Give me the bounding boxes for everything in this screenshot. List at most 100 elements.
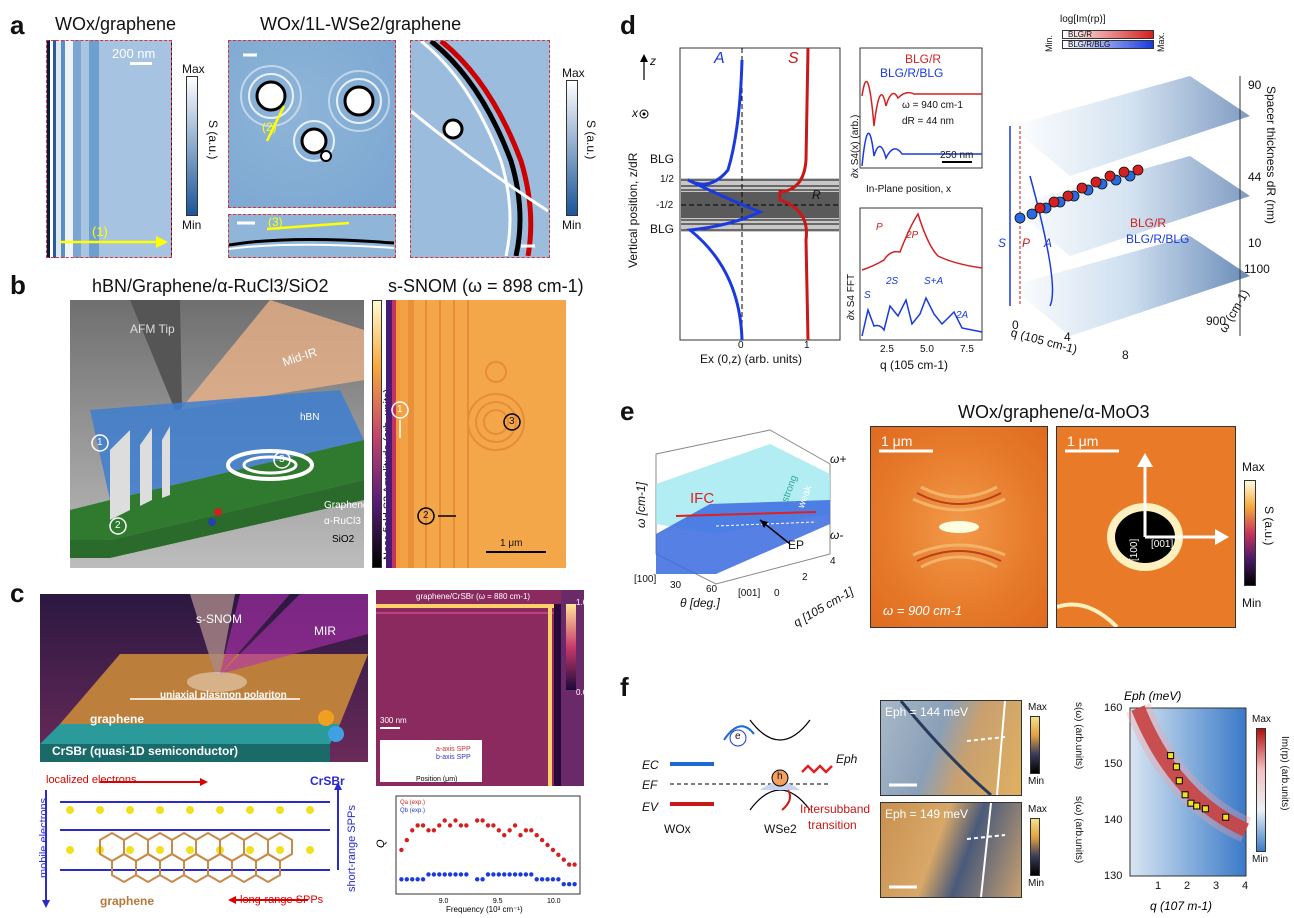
chart-c-point-1-8 xyxy=(442,872,447,877)
rucl-label: α-RuCl3 xyxy=(324,516,361,527)
chart-c-point-0-30 xyxy=(566,862,572,867)
e-axis-001: [001] xyxy=(1151,539,1174,550)
f-ev: EV xyxy=(642,800,659,814)
marker-1: (1) xyxy=(92,224,108,239)
d-3d-S: S xyxy=(998,236,1007,250)
marker-3: (3) xyxy=(268,215,283,229)
d-tick-44: 44 xyxy=(1248,170,1262,184)
chart-c-point-0-21 xyxy=(518,833,523,838)
chart-c-point-1-17 xyxy=(496,872,502,877)
chart-c-point-1-25 xyxy=(539,877,545,882)
chart-c-point-0-10 xyxy=(453,818,458,823)
chart-f-ylabel: Eph (meV) xyxy=(1124,689,1181,703)
d-q-xlabel: q (105 cm-1) xyxy=(880,358,949,372)
scale-bar-b: 1 μm xyxy=(500,538,523,549)
e-t100: [100] xyxy=(634,574,657,585)
d-legend-1: BLG/R xyxy=(905,52,942,66)
e-scale-1: 1 μm xyxy=(881,433,913,449)
e-t60: 60 xyxy=(706,584,718,595)
panel-b-title: hBN/Graphene/α-RuCl3/SiO2 xyxy=(92,276,329,296)
f-cb2-label: s(ω) (arb.units) xyxy=(1073,796,1084,864)
d-S-peak: S xyxy=(864,290,871,301)
device-schematic-b: AFM Tip Mid-IR hBN Graphene α-RuCl3 SiO2… xyxy=(70,300,368,568)
d-xtick-1: 1 xyxy=(804,340,810,351)
f-eph: Eph xyxy=(836,752,858,766)
mobile-label: mobile electrons xyxy=(38,797,50,878)
chart-c-point-0-25 xyxy=(539,837,545,843)
f-e-symbol: e xyxy=(735,731,741,742)
sio2-label: SiO2 xyxy=(332,534,355,545)
chart-c-point-1-28 xyxy=(556,877,561,882)
chart-c-xtick: 10.0 xyxy=(547,898,561,905)
circle-2: 2 xyxy=(115,520,121,531)
f-cb1-label: s(ω) (arb.units) xyxy=(1073,702,1084,770)
d-qtick-2: 7.5 xyxy=(960,344,974,355)
e-wlabel: ω [cm-1] xyxy=(634,481,648,528)
chart-c-point-1-12 xyxy=(464,872,469,877)
chart-c-point-1-14 xyxy=(480,877,485,882)
d-q0: 0 xyxy=(1012,318,1019,332)
chart-c-point-0-6 xyxy=(431,828,437,833)
e-t001: [001] xyxy=(738,588,761,599)
f-colorbar-2 xyxy=(1030,818,1040,876)
near-field-image-1 xyxy=(46,40,172,258)
chart-c-point-1-21 xyxy=(518,872,523,877)
cb-a1-label: S (a.u.) xyxy=(206,120,220,160)
d-omega: ω = 940 cm-1 xyxy=(902,100,963,111)
d-2P-peak: 2P xyxy=(906,230,919,241)
chart-f-xlabel: q (107 m-1) xyxy=(1150,899,1212,913)
f-intersubband-2: transition xyxy=(808,818,857,832)
d-tick-10: 10 xyxy=(1248,236,1262,250)
hbn-label: hBN xyxy=(300,412,320,423)
e-ifc: IFC xyxy=(690,490,715,507)
snom-marker-2: 2 xyxy=(423,510,429,521)
chart-c-point-0-8 xyxy=(442,818,447,823)
inset-xlabel: Position (μm) xyxy=(416,776,458,783)
near-field-image-f1: Eph = 144 meV xyxy=(880,700,1022,796)
d-2A-peak: 2A xyxy=(956,310,969,321)
d-dr: dR = 44 nm xyxy=(902,116,954,127)
cb-a2-min: Min xyxy=(562,218,582,232)
chart-c-xtick: 9.0 xyxy=(439,898,449,905)
crsbr-lattice-label: CrSBr xyxy=(310,774,345,788)
inset-legend-b: b-axis SPP xyxy=(436,754,471,761)
d-qtick-0: 2.5 xyxy=(880,344,894,355)
chart-f-point-0 xyxy=(1167,752,1175,760)
f-img2-label: Eph = 149 meV xyxy=(885,807,969,821)
d-blg-top: BLG xyxy=(650,152,675,166)
map-title-c: graphene/CrSBr (ω = 880 cm-1) xyxy=(416,592,531,601)
afm-tip-label: AFM Tip xyxy=(130,322,175,336)
chart-c-point-0-31 xyxy=(572,862,577,867)
f-intersubband-1: Intersubband xyxy=(800,802,871,816)
circle-1: 1 xyxy=(97,437,103,448)
f-cb1-max: Max xyxy=(1028,702,1047,713)
d-half: 1/2 xyxy=(660,174,674,185)
d-qtick-1: 5.0 xyxy=(920,344,934,355)
series-S-line xyxy=(778,47,810,341)
snom-marker-1: 1 xyxy=(397,404,403,415)
long-range-label: long-range SPPs xyxy=(240,894,324,906)
chart-c-xlabel: Frequency (10³ cm⁻¹) xyxy=(446,905,523,914)
chart-c-point-1-13 xyxy=(474,877,480,882)
d-mhalf: -1/2 xyxy=(656,200,674,211)
chart-c-point-0-14 xyxy=(480,818,485,823)
d-spacer-label: Spacer thickness dR (nm) xyxy=(1264,86,1278,225)
series-A-line xyxy=(686,59,764,341)
near-field-image-e2: 1 μm [100] [001] xyxy=(1056,426,1236,628)
chart-c-point-0-7 xyxy=(437,823,442,828)
chart-c-point-1-20 xyxy=(512,872,518,877)
short-range-label: short-range SPPs xyxy=(346,805,358,892)
chart-c-point-1-26 xyxy=(545,877,550,882)
e-axis-100: [100] xyxy=(1129,538,1140,561)
d-S-label: S xyxy=(788,50,799,67)
e-theta: θ [deg.] xyxy=(680,596,720,610)
chart-c-point-0-26 xyxy=(545,842,550,848)
f-xtick-1: 1 xyxy=(1155,880,1162,892)
panel-d-label: d xyxy=(620,10,636,40)
f-cb3-label: Im(rp) (arb.units) xyxy=(1279,736,1290,811)
chart-c-point-0-20 xyxy=(512,823,518,828)
chart-c-point-0-11 xyxy=(458,823,464,828)
near-field-image-2 xyxy=(228,40,396,208)
d-tick-90: 90 xyxy=(1248,78,1262,92)
chart-c-point-1-19 xyxy=(507,872,512,877)
